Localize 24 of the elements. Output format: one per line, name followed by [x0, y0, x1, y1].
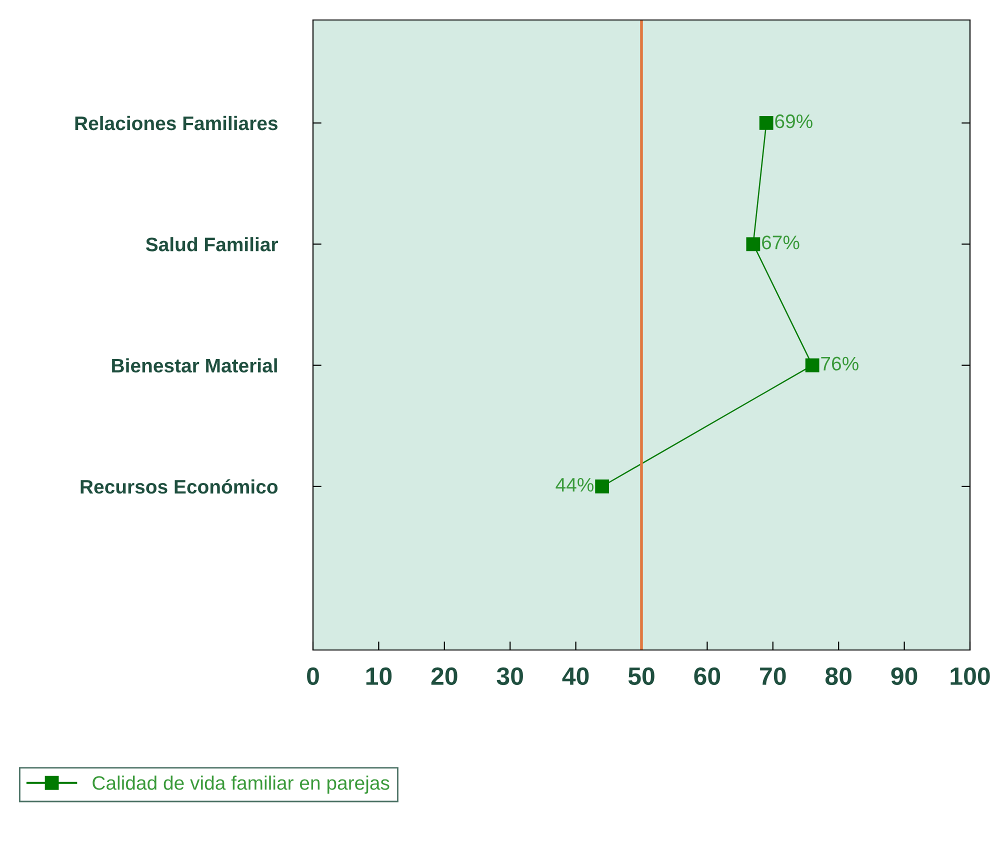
- point: [759, 116, 774, 130]
- data-label: 44%: [556, 478, 594, 492]
- y-tick-label: Salud Familiar: [146, 237, 278, 252]
- x-tick-label: 30: [496, 667, 523, 686]
- point: [595, 479, 610, 494]
- x-tick-label: 90: [891, 667, 918, 686]
- x-tick-label: 60: [694, 667, 720, 686]
- data-label: 67%: [762, 236, 800, 250]
- point: [746, 237, 760, 252]
- x-tick-label: 70: [760, 667, 786, 686]
- data-label: 69%: [775, 114, 812, 128]
- point: [805, 358, 820, 372]
- legend-label: Calidad de vida familiar en parejas: [92, 776, 390, 794]
- x-tick-label: 10: [366, 667, 392, 686]
- x-tick-label: 50: [628, 667, 654, 686]
- x-tick-label: 80: [825, 667, 852, 686]
- y-tick-label: Recursos Económico: [80, 479, 278, 494]
- data-label: 76%: [821, 356, 858, 371]
- y-tick-label: Bienestar Material: [112, 358, 277, 373]
- x-tick-label: 40: [562, 667, 589, 686]
- x-tick-label: 100: [950, 667, 990, 686]
- x-tick-label: 20: [431, 667, 458, 686]
- x-tick-label: 0: [307, 667, 319, 686]
- y-tick-label: Relaciones Familiares: [75, 116, 278, 130]
